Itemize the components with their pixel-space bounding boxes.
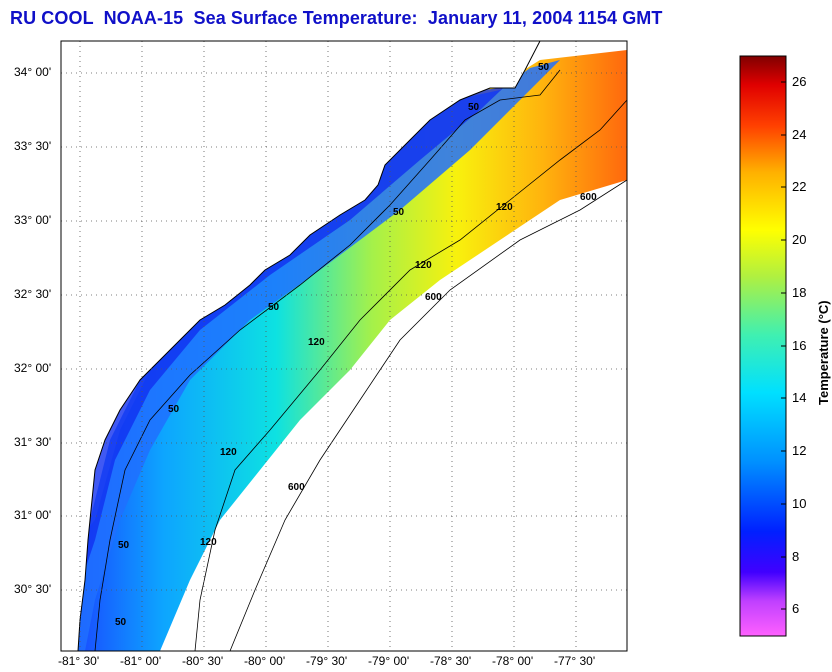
- longitude-label: -80° 30': [182, 654, 224, 668]
- map-frame: [60, 40, 628, 652]
- isobath-label: 50: [538, 62, 550, 73]
- longitude-label: -79° 00': [368, 654, 410, 668]
- isobath-label: 600: [288, 482, 305, 493]
- isobath-label: 120: [200, 537, 217, 548]
- colorbar-tick-label: 14: [792, 390, 807, 405]
- longitude-label: -79° 30': [306, 654, 348, 668]
- latitude-label: 33° 00': [14, 213, 52, 227]
- colorbar-tick-label: 26: [792, 74, 807, 89]
- longitude-label: -78° 30': [430, 654, 472, 668]
- longitude-label: -81° 00': [120, 654, 162, 668]
- sst-field: [61, 50, 627, 651]
- colorbar-tick-label: 16: [792, 338, 807, 353]
- isobath-label: 50: [393, 207, 405, 218]
- latitude-label: 32° 30': [14, 287, 52, 301]
- latitude-label: 32° 00': [14, 361, 52, 375]
- colorbar-tick-label: 8: [792, 549, 800, 564]
- isobath-label: 50: [118, 540, 130, 551]
- land: [61, 41, 541, 651]
- colorbar-title: Temperature (°C): [816, 300, 831, 405]
- longitude-label: -78° 00': [492, 654, 534, 668]
- isobath-label: 50: [468, 102, 480, 113]
- colorbar-tick-label: 18: [792, 285, 807, 300]
- isobath-label: 120: [415, 260, 432, 271]
- graticule: [61, 41, 627, 651]
- colorbar-tick-label: 12: [792, 443, 807, 458]
- isobath-label: 50: [115, 617, 127, 628]
- isobath-label: 120: [496, 202, 513, 213]
- colorbar-tick-label: 10: [792, 496, 807, 511]
- latitude-label: 34° 00': [14, 65, 52, 79]
- longitude-label: -77° 30': [554, 654, 596, 668]
- longitude-label: -81° 30': [58, 654, 100, 668]
- colorbar-ticks: [781, 81, 786, 610]
- isobath-120: [194, 99, 627, 651]
- colorbar-tick-label: 22: [792, 179, 807, 194]
- isobath-label: 600: [580, 192, 597, 203]
- isobath-label: 600: [425, 292, 442, 303]
- latitude-label: 33° 30': [14, 139, 52, 153]
- colorbar-tick-label: 6: [792, 601, 800, 616]
- isobath-600: [229, 179, 627, 651]
- isobath-label: 120: [308, 337, 325, 348]
- isobath-label: 50: [168, 404, 180, 415]
- latitude-label: 31° 30': [14, 435, 52, 449]
- longitude-label: -80° 00': [244, 654, 286, 668]
- colorbar-tick-label: 20: [792, 232, 807, 247]
- isobath-label: 120: [220, 447, 237, 458]
- latitude-label: 30° 30': [14, 582, 52, 596]
- colorbar-tick-label: 24: [792, 127, 807, 142]
- isobath-label: 50: [268, 302, 280, 313]
- latitude-label: 31° 00': [14, 508, 52, 522]
- isobath-50: [94, 69, 561, 651]
- map-title: RU COOL NOAA-15 Sea Surface Temperature:…: [10, 8, 663, 28]
- colorbar: [739, 55, 787, 637]
